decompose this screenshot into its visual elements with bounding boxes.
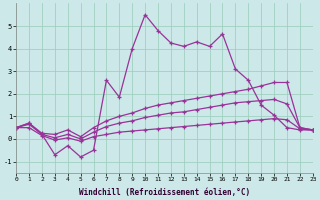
X-axis label: Windchill (Refroidissement éolien,°C): Windchill (Refroidissement éolien,°C) [79, 188, 250, 197]
